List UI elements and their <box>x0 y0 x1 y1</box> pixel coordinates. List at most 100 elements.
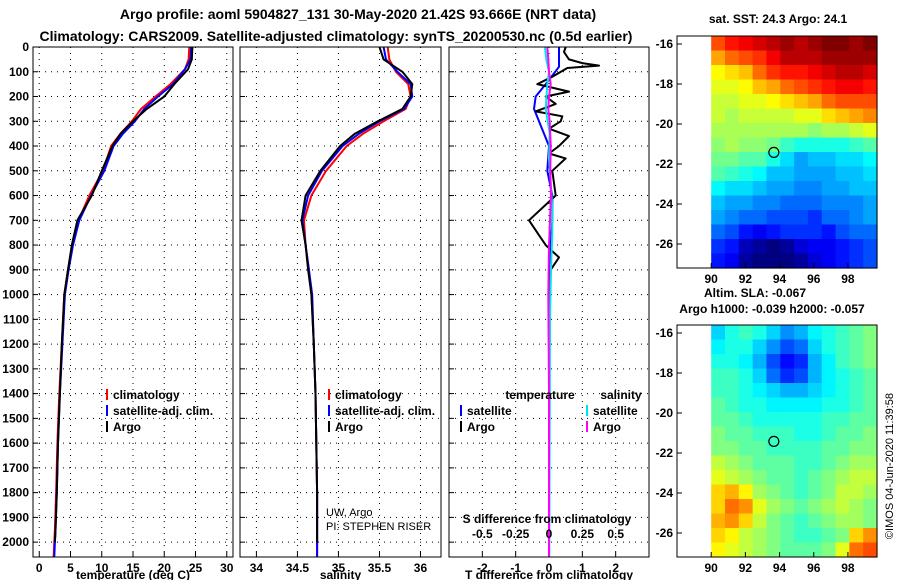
map-cell <box>807 239 823 255</box>
map-cell <box>780 368 795 384</box>
series-line-climatology <box>303 46 412 557</box>
map-cell <box>752 455 768 471</box>
map-cell <box>752 94 768 110</box>
map-cell <box>794 108 809 124</box>
legend-label: climatology <box>335 388 402 402</box>
map-cell <box>752 397 768 413</box>
map-cell <box>738 36 754 52</box>
map-cell <box>794 499 809 515</box>
series-line-satellite-adj-clim- <box>301 46 414 557</box>
map-cell <box>821 137 837 153</box>
map-cell <box>725 137 740 153</box>
map-cell <box>738 441 754 457</box>
y-tick-label: 1800 <box>2 486 29 500</box>
map-cell <box>863 412 878 428</box>
map-cell <box>863 166 878 182</box>
figure-title-line1: Argo profile: aoml 5904827_131 30-May-20… <box>120 6 596 22</box>
map-cell <box>711 239 726 255</box>
s-tick-label: 0.25 <box>571 527 595 541</box>
map-cell <box>780 108 795 124</box>
map-cell <box>794 181 809 197</box>
map-cell <box>821 239 837 255</box>
map-cell <box>780 426 795 442</box>
map-cell <box>821 325 837 341</box>
map-cell <box>711 79 726 95</box>
legend-label: Argo <box>113 420 141 434</box>
map-cell <box>863 484 878 500</box>
map-cell <box>725 412 740 428</box>
map-y-tick-label: -18 <box>656 77 674 91</box>
map-cell <box>738 79 754 95</box>
map-cell <box>821 108 837 124</box>
map-cell <box>780 152 795 168</box>
map-cell <box>863 210 878 226</box>
map-cell <box>863 224 878 240</box>
difference-panel: -2 -1 0 1 2T difference from climatology temp… <box>448 46 650 580</box>
map-cell <box>863 542 878 558</box>
map-cell <box>794 354 809 370</box>
map-cell <box>711 36 726 52</box>
map-cell <box>780 79 795 95</box>
map-cell <box>711 108 726 124</box>
map-cell <box>863 455 878 471</box>
x-tick-label: 34.5 <box>286 561 310 575</box>
map-cell <box>711 441 726 457</box>
y-tick-label: 1100 <box>3 312 29 326</box>
legend-label: satellite <box>593 404 638 418</box>
map-cell <box>849 36 864 52</box>
y-tick-label: 1700 <box>2 461 29 475</box>
map-cell <box>752 65 768 81</box>
map-cell <box>766 50 781 66</box>
map-cell <box>752 354 768 370</box>
map-cell <box>766 79 781 95</box>
map-cell <box>807 397 823 413</box>
map-cell <box>725 123 740 139</box>
map-cell <box>725 94 740 110</box>
map-y-tick-label: -16 <box>656 326 674 340</box>
map-cell <box>711 499 726 515</box>
map-cell <box>794 210 809 226</box>
map-cell <box>849 94 864 110</box>
map-cell <box>711 513 726 529</box>
map-cell <box>849 339 864 355</box>
map-cell <box>835 239 850 255</box>
credit-pi: PI: STEPHEN RISER <box>326 521 431 533</box>
map-cell <box>821 123 837 139</box>
map-cell <box>725 325 740 341</box>
map-cell <box>863 79 878 95</box>
x-tick-label: 34 <box>250 561 264 575</box>
map-cell <box>849 484 864 500</box>
map-cell <box>821 65 837 81</box>
map-cell <box>863 441 878 457</box>
map-cell <box>780 239 795 255</box>
map-cell <box>794 36 809 52</box>
map-cell <box>794 65 809 81</box>
map-cell <box>766 195 781 211</box>
map-cell <box>807 339 823 355</box>
legend-label: Argo <box>335 420 363 434</box>
map-cell <box>766 368 781 384</box>
x-tick-label: 1 <box>579 561 586 575</box>
map-cell <box>711 325 726 341</box>
map-cell <box>807 383 823 399</box>
map-cell <box>821 528 837 544</box>
map-cell <box>794 441 809 457</box>
map-cell <box>752 325 768 341</box>
map-cell <box>738 137 754 153</box>
map-cell <box>725 354 740 370</box>
map-cell <box>835 123 850 139</box>
map-cell <box>711 195 726 211</box>
map-cell <box>849 499 864 515</box>
map-cell <box>780 528 795 544</box>
map-cell <box>849 354 864 370</box>
map-cell <box>794 383 809 399</box>
map-cell <box>835 181 850 197</box>
map-cell <box>766 339 781 355</box>
series-line-climatology <box>52 46 191 558</box>
map-x-tick-label: 94 <box>773 561 787 575</box>
map-cell <box>725 470 740 486</box>
map-cell <box>794 513 809 529</box>
legend-label: Argo <box>593 420 621 434</box>
map-cell <box>863 325 878 341</box>
map-cell <box>738 412 754 428</box>
